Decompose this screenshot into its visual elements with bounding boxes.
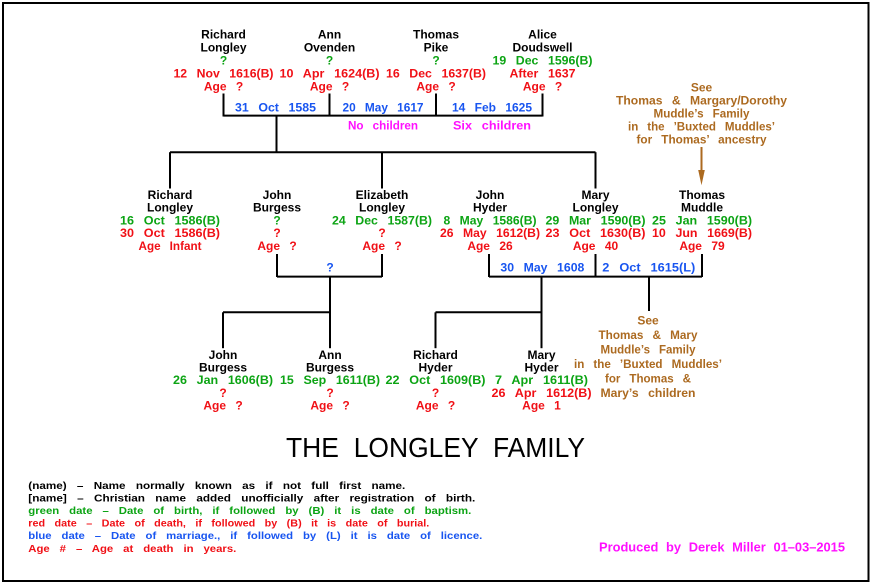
svg-text:?: ? [326, 54, 333, 68]
svg-text:Richard: Richard [201, 28, 246, 42]
svg-text:10 Apr 1624(B): 10 Apr 1624(B) [280, 67, 380, 81]
svg-text:Age ?: Age ? [362, 239, 401, 253]
svg-text:Age ?: Age ? [416, 80, 455, 94]
svg-text:20 May 1617: 20 May 1617 [343, 101, 424, 115]
svg-text:Thomas: Thomas [679, 188, 725, 202]
svg-text:Muddle’s Family: Muddle’s Family [601, 343, 696, 357]
svg-text:Alice: Alice [528, 28, 557, 42]
svg-text:See: See [691, 81, 713, 95]
svg-text:Doudswell: Doudswell [512, 41, 572, 55]
svg-text:Burgess: Burgess [199, 361, 247, 375]
svg-text:Muddle’s Family: Muddle’s Family [654, 107, 750, 121]
svg-text:After 1637: After 1637 [510, 67, 576, 81]
svg-text:?: ? [219, 386, 226, 400]
svg-text:23 Oct 1630(B): 23 Oct 1630(B) [546, 226, 646, 240]
svg-text:[name] – Christian name added: [name] – Christian name added unofficial… [28, 493, 475, 504]
svg-text:?: ? [378, 226, 385, 240]
svg-text:?: ? [432, 386, 439, 400]
svg-text:Age ?: Age ? [310, 399, 349, 413]
svg-text:Ann: Ann [318, 28, 341, 42]
svg-text:24 Dec 1587(B): 24 Dec 1587(B) [332, 213, 432, 227]
svg-text:Age ?: Age ? [523, 80, 562, 94]
svg-text:Ovenden: Ovenden [304, 41, 355, 55]
svg-text:Six children: Six children [453, 119, 531, 133]
svg-text:Age 79: Age 79 [679, 239, 725, 253]
svg-text:25 Jan 1590(B): 25 Jan 1590(B) [652, 213, 752, 227]
svg-text:Ann: Ann [318, 348, 341, 362]
svg-text:12 Nov 1616(B): 12 Nov 1616(B) [174, 67, 274, 81]
svg-text:26 May 1612(B): 26 May 1612(B) [440, 226, 540, 240]
svg-text:Hyder: Hyder [524, 361, 558, 375]
svg-text:Thomas: Thomas [413, 28, 459, 42]
svg-text:15 Sep 1611(B): 15 Sep 1611(B) [280, 373, 380, 387]
svg-text:8 May 1586(B): 8 May 1586(B) [444, 213, 537, 227]
svg-text:Age ?: Age ? [203, 399, 242, 413]
svg-text:Pike: Pike [424, 41, 449, 55]
svg-text:Elizabeth: Elizabeth [356, 188, 409, 202]
svg-text:for Thomas &: for Thomas & [605, 372, 691, 386]
svg-text:in the ’Buxted Muddles’: in the ’Buxted Muddles’ [574, 357, 722, 371]
svg-text:Longley: Longley [572, 201, 618, 215]
svg-text:THE LONGLEY FAMILY: THE LONGLEY FAMILY [286, 432, 585, 463]
svg-text:Age ?: Age ? [310, 80, 349, 94]
svg-text:for Thomas’ ancestry: for Thomas’ ancestry [637, 133, 767, 147]
svg-text:Age # – Age at death in years.: Age # – Age at death in years. [28, 544, 236, 555]
svg-text:Mary’s children: Mary’s children [601, 386, 696, 400]
svg-text:Richard: Richard [413, 348, 458, 362]
svg-text:22 Oct 1609(B): 22 Oct 1609(B) [386, 373, 486, 387]
svg-text:Longley: Longley [147, 201, 193, 215]
svg-text:26 Jan 1606(B): 26 Jan 1606(B) [173, 373, 273, 387]
svg-text:Mary: Mary [581, 188, 609, 202]
svg-text:red date – Date of death, if f: red date – Date of death, if followed by… [28, 519, 429, 530]
svg-text:See: See [637, 314, 659, 328]
svg-text:?: ? [326, 386, 333, 400]
svg-text:Longley: Longley [200, 41, 246, 55]
svg-text:Longley: Longley [359, 201, 405, 215]
svg-text:?: ? [432, 54, 439, 68]
svg-text:7 Apr 1611(B): 7 Apr 1611(B) [495, 373, 588, 387]
svg-text:Age ?: Age ? [204, 80, 243, 94]
svg-text:Age 26: Age 26 [467, 239, 513, 253]
svg-text:10 Jun 1669(B): 10 Jun 1669(B) [652, 226, 752, 240]
svg-text:30 Oct 1586(B): 30 Oct 1586(B) [120, 226, 220, 240]
svg-text:John: John [263, 188, 292, 202]
svg-text:Age ?: Age ? [257, 239, 296, 253]
svg-text:Muddle: Muddle [681, 201, 723, 215]
svg-text:Produced by Derek Miller 01–03: Produced by Derek Miller 01–03–2015 [599, 541, 845, 555]
svg-text:No children: No children [348, 119, 418, 133]
svg-text:John: John [476, 188, 505, 202]
svg-text:blue date – Date of marriage.,: blue date – Date of marriage., if follow… [28, 531, 482, 542]
svg-text:29 Mar 1590(B): 29 Mar 1590(B) [546, 213, 646, 227]
svg-text:Richard: Richard [148, 188, 193, 202]
svg-text:31 Oct 1585: 31 Oct 1585 [235, 101, 316, 115]
svg-text:26 Apr 1612(B): 26 Apr 1612(B) [492, 386, 592, 400]
svg-text:?: ? [273, 213, 280, 227]
svg-text:Burgess: Burgess [253, 201, 301, 215]
svg-text:green date – Date of birth, if: green date – Date of birth, if followed … [28, 506, 471, 517]
svg-text:19 Dec 1596(B): 19 Dec 1596(B) [493, 54, 593, 68]
svg-text:?: ? [326, 261, 333, 275]
svg-text:Hyder: Hyder [418, 361, 452, 375]
svg-text:2 Oct 1615(L): 2 Oct 1615(L) [602, 261, 695, 275]
svg-text:in the ’Buxted Muddles’: in the ’Buxted Muddles’ [628, 120, 775, 134]
svg-text:30 May 1608: 30 May 1608 [500, 261, 584, 275]
svg-text:14 Feb 1625: 14 Feb 1625 [452, 101, 532, 115]
svg-text:Age 40: Age 40 [573, 239, 619, 253]
svg-text:Mary: Mary [527, 348, 555, 362]
svg-text:Age 1: Age 1 [522, 399, 561, 413]
svg-text:16 Oct 1586(B): 16 Oct 1586(B) [120, 213, 220, 227]
svg-text:Hyder: Hyder [473, 201, 507, 215]
svg-text:?: ? [220, 54, 227, 68]
svg-text:Age Infant: Age Infant [139, 239, 202, 253]
svg-text:Age ?: Age ? [416, 399, 455, 413]
svg-text:16 Dec 1637(B): 16 Dec 1637(B) [386, 67, 486, 81]
svg-text:(name) – Name normally known a: (name) – Name normally known as if not f… [28, 481, 405, 492]
svg-text:John: John [209, 348, 238, 362]
svg-text:Thomas & Mary: Thomas & Mary [599, 328, 698, 342]
svg-text:?: ? [273, 226, 280, 240]
svg-text:Thomas & Margary/Dorothy: Thomas & Margary/Dorothy [616, 94, 787, 108]
svg-text:Burgess: Burgess [306, 361, 354, 375]
